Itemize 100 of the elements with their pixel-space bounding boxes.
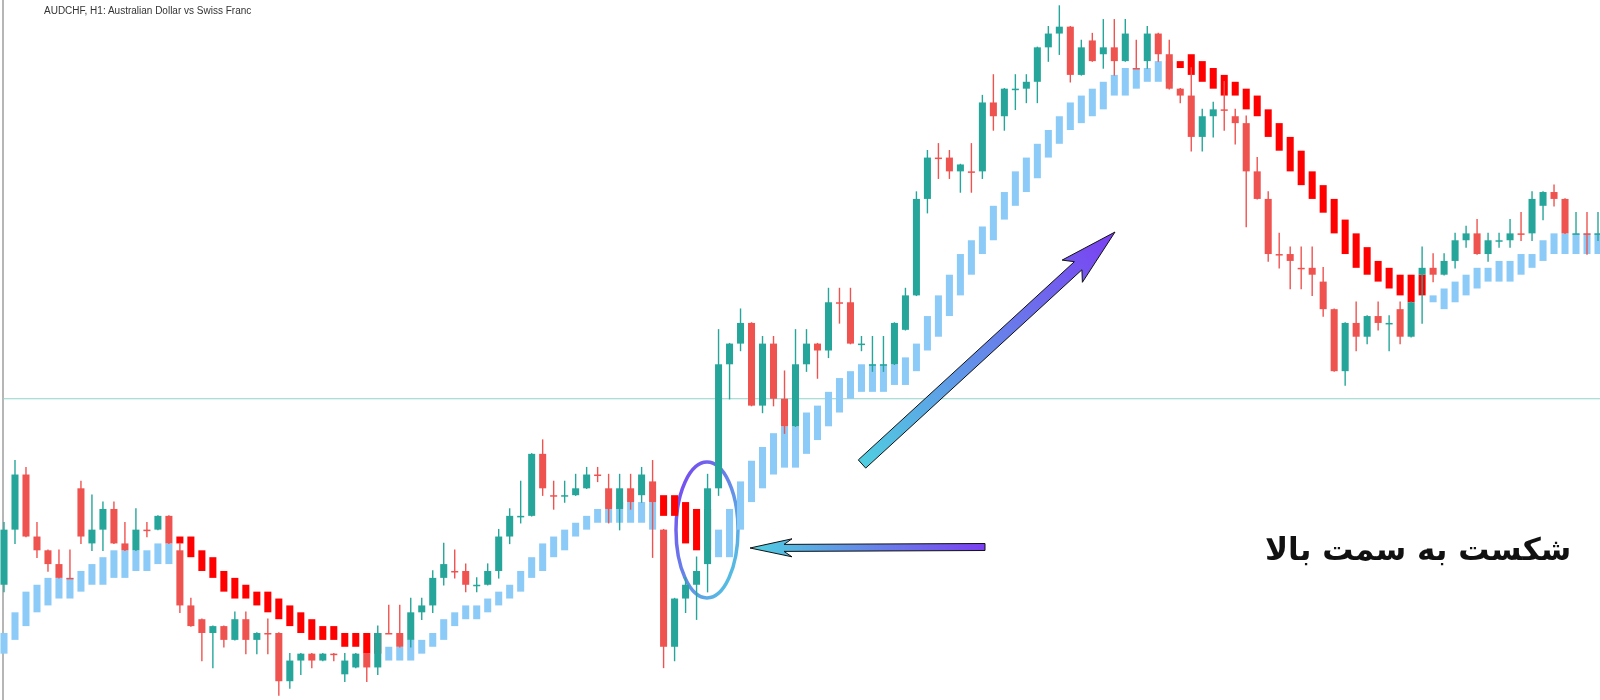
candlestick [1055, 5, 1063, 55]
bar [1154, 61, 1162, 82]
bar [341, 632, 349, 647]
bar [583, 515, 591, 530]
chart-title: AUDCHF, H1: Australian Dollar vs Swiss Franc [44, 5, 252, 16]
candlestick [99, 501, 107, 552]
bar [330, 626, 338, 640]
bar [1110, 74, 1118, 96]
candlestick [726, 342, 734, 400]
bar [66, 577, 74, 599]
bar [813, 405, 822, 441]
bar [253, 591, 261, 606]
candlestick [693, 556, 701, 620]
candlestick [737, 308, 745, 352]
bar [1495, 260, 1503, 282]
bar [440, 619, 448, 640]
bar [506, 584, 514, 599]
candlestick [967, 143, 975, 193]
bar [1099, 81, 1107, 110]
bar [1187, 54, 1195, 75]
bar [319, 626, 327, 640]
bar [1264, 109, 1272, 137]
candlestick [418, 597, 426, 620]
bar [759, 446, 767, 489]
bar [418, 639, 426, 654]
candlestick [1231, 108, 1239, 145]
candlestick [1451, 232, 1459, 269]
bar [1396, 274, 1404, 296]
bar [99, 557, 107, 585]
bar [44, 577, 52, 606]
bar [572, 522, 580, 537]
candlestick [440, 542, 448, 586]
candlestick [198, 618, 206, 662]
bar [901, 357, 909, 385]
bar [1363, 247, 1371, 275]
bar [802, 412, 811, 454]
bar [835, 378, 843, 413]
candlestick [1539, 191, 1547, 221]
bar [1462, 274, 1470, 296]
candlestick [506, 508, 514, 545]
candlestick [286, 652, 294, 689]
bar [1000, 192, 1008, 220]
bar [1088, 88, 1096, 117]
bar [1528, 254, 1536, 268]
bar [594, 508, 602, 523]
bar [671, 495, 679, 516]
bar [550, 536, 558, 558]
bar [1385, 267, 1393, 289]
bar [726, 508, 734, 558]
bar [1198, 61, 1206, 82]
bar [1011, 171, 1019, 206]
bar [824, 391, 832, 427]
bar [1330, 198, 1338, 234]
bar [1022, 157, 1030, 193]
candlestick [33, 522, 41, 558]
candlestick [638, 466, 646, 503]
bar [967, 240, 975, 275]
candlestick [1473, 218, 1481, 255]
bar [934, 295, 942, 337]
bar [1517, 254, 1525, 275]
bar [561, 529, 569, 551]
candlestick [1550, 184, 1558, 207]
candlestick [88, 494, 96, 552]
bar [11, 612, 19, 640]
candlestick [1352, 301, 1360, 352]
bar [1484, 267, 1492, 282]
bar [660, 495, 668, 516]
bar [748, 460, 756, 503]
candlestick [1099, 19, 1107, 69]
bar [1044, 130, 1052, 158]
candlestick [1088, 32, 1096, 62]
bar [978, 226, 986, 255]
bar [297, 612, 305, 633]
bar [231, 577, 239, 599]
candlestick [220, 625, 228, 648]
bar [110, 550, 118, 578]
bar [462, 605, 470, 620]
bar [484, 598, 492, 613]
candlestick [297, 652, 305, 676]
candlestick [583, 466, 591, 489]
bar [451, 612, 459, 627]
candlestick [1583, 212, 1591, 255]
candlestick [1209, 101, 1217, 138]
candlestick [253, 632, 261, 655]
bar [1066, 102, 1074, 131]
bar [923, 316, 931, 351]
bar [165, 543, 173, 565]
bar [890, 364, 898, 385]
bar [528, 557, 536, 578]
candlestick [231, 611, 239, 641]
candlestick [1517, 212, 1525, 241]
bar [912, 343, 920, 372]
candlestick [484, 563, 492, 586]
candlestick [341, 652, 349, 682]
bar [1286, 136, 1294, 172]
bar [429, 632, 437, 647]
candlestick [835, 287, 843, 324]
bar [1077, 95, 1085, 124]
candlestick [802, 329, 811, 372]
bar [286, 605, 294, 627]
